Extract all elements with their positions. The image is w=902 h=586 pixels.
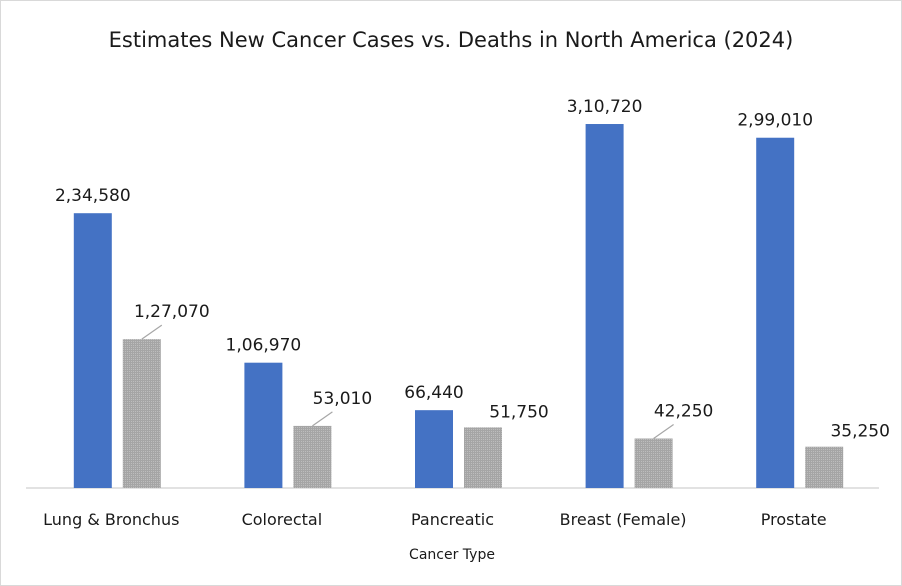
data-label: 35,250 bbox=[830, 422, 889, 442]
data-label: 1,27,070 bbox=[134, 302, 210, 322]
x-axis-title: Cancer Type bbox=[409, 547, 495, 563]
data-label: 66,440 bbox=[404, 383, 463, 403]
bar-deaths bbox=[805, 446, 844, 488]
bar-cases bbox=[73, 213, 112, 488]
x-tick-label: Colorectal bbox=[242, 510, 323, 529]
x-tick-label: Lung & Bronchus bbox=[43, 510, 179, 529]
leader-line bbox=[141, 324, 163, 340]
leader-line bbox=[312, 411, 333, 427]
x-tick-label: Breast (Female) bbox=[560, 510, 687, 529]
bar-deaths bbox=[122, 339, 161, 488]
x-tick-label: Prostate bbox=[761, 510, 827, 529]
bar-cases bbox=[585, 124, 624, 488]
bar-cases bbox=[244, 362, 283, 488]
data-label: 1,06,970 bbox=[226, 336, 302, 356]
bar-deaths bbox=[293, 425, 332, 488]
leader-line bbox=[653, 424, 674, 439]
data-label: 53,010 bbox=[313, 389, 372, 409]
bar-cases bbox=[756, 137, 795, 488]
chart-title: Estimates New Cancer Cases vs. Deaths in… bbox=[109, 28, 794, 52]
bar-cases bbox=[415, 410, 453, 488]
data-label: 2,99,010 bbox=[737, 111, 813, 131]
data-label: 2,34,580 bbox=[55, 186, 131, 206]
bar-deaths bbox=[464, 427, 502, 488]
data-label: 3,10,720 bbox=[567, 97, 643, 117]
data-label: 51,750 bbox=[489, 402, 548, 422]
x-tick-label: Pancreatic bbox=[411, 510, 494, 529]
data-label: 42,250 bbox=[654, 402, 713, 422]
bar-deaths bbox=[634, 438, 673, 488]
